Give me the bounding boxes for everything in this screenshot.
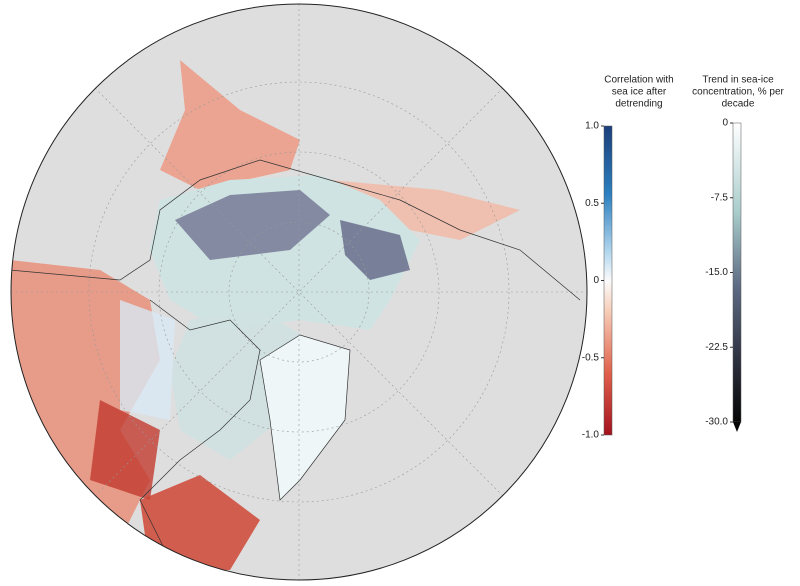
colorbar-title: detrending [615, 99, 662, 110]
red-anomaly-south [140, 475, 260, 570]
colorbar-tick-label: 1.0 [585, 121, 599, 132]
red-anomaly-north [160, 60, 300, 190]
strong-decline-east [340, 220, 410, 280]
red-anomaly-east [330, 180, 520, 240]
colorbar-tick-label: 0.5 [585, 198, 599, 209]
colorbar-tick-label: -15.0 [705, 267, 728, 278]
colorbar-tick-label: 0 [722, 118, 728, 129]
map-border [10, 3, 588, 581]
map [11, 4, 587, 580]
blue-anomaly [120, 300, 175, 420]
colorbar-extend-arrow [733, 422, 741, 432]
greenland [259, 334, 351, 501]
red-anomaly-core [90, 400, 160, 500]
colorbar-title: concentration, % per [692, 87, 784, 98]
colorbar-tick-label: -0.5 [582, 352, 600, 363]
colorbar-title: Correlation with [604, 75, 673, 86]
colorbar-title: decade [722, 99, 755, 110]
colorbar-title: sea ice after [612, 87, 667, 98]
strong-decline-west [175, 190, 330, 260]
colorbar-tick-label: -30.0 [705, 417, 728, 428]
colorbar-trend [732, 122, 742, 423]
colorbar-tick-label: -7.5 [711, 192, 729, 203]
colorbar-correlation [603, 125, 613, 436]
colorbar-tick-label: -1.0 [582, 430, 600, 441]
colorbar-tick-label: -22.5 [705, 342, 728, 353]
colorbar-title: Trend in sea-ice [702, 75, 774, 86]
colorbar-tick-label: 0 [593, 275, 599, 286]
